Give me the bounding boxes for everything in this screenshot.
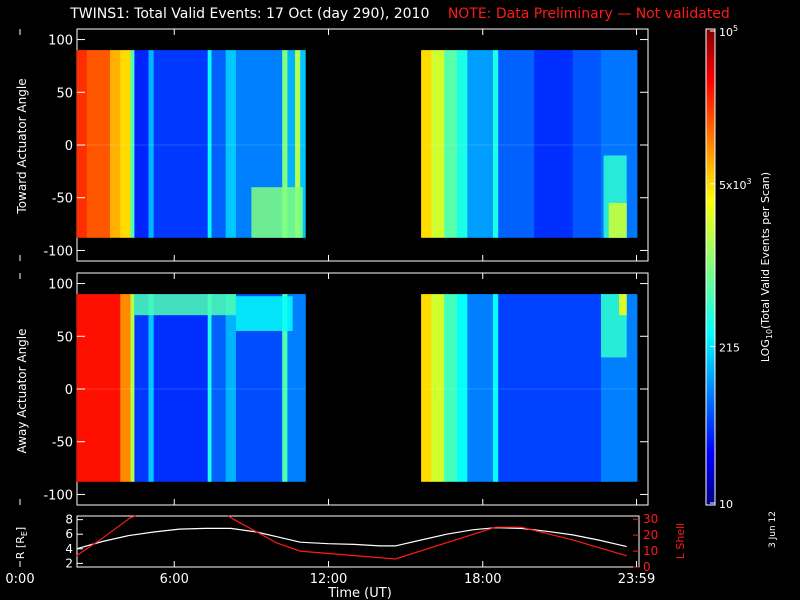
heatmap-column [76,294,121,482]
title-main: TWINS1: Total Valid Events: 17 Oct (day … [70,6,430,22]
heatmap-patch [236,296,293,331]
heatmap-column [457,50,468,238]
time-tick-label: 12:00 [310,572,347,587]
y-tick-label: -50 [52,436,73,451]
heatmap-column [421,50,432,238]
lshell-tick-label: 20 [643,528,658,542]
heatmap-column [287,50,296,238]
heatmap-column [498,294,602,482]
heatmap-column [444,50,458,238]
toward-ylabel: Toward Actuator Angle [15,78,29,214]
heatmap-column [76,50,88,238]
radius-tick-label: 4 [65,542,73,556]
title-note: NOTE: Data Preliminary — Not validated [447,6,730,22]
lshell-tick-label: 30 [643,512,658,526]
heatmap-column [153,50,209,238]
heatmap-column [211,294,226,482]
heatmap-column [467,50,494,238]
heatmap-column [148,50,154,238]
time-tick-label: 6:00 [160,572,189,587]
heatmap-column [211,50,226,238]
heatmap-column [225,294,237,482]
panel-orbit-frame [76,515,640,568]
zero-angle-streak [76,388,306,390]
radius-tick-label: 2 [65,556,73,570]
colorbar [705,28,716,506]
zero-angle-streak [76,144,306,146]
colorbar-label: LOG10(Total Valid Events per Scan) [759,172,774,362]
colorbar-tick-label: 10 [719,498,733,511]
heatmap-column [431,50,445,238]
y-tick-label: -100 [43,488,73,503]
away-heatmap: 100 50 0 -50 -100 [19,273,648,505]
heatmap-column [444,294,458,482]
heatmap-column [225,50,237,238]
lshell-line [227,515,627,560]
colorbar-tick-label: 5x103 [719,177,752,192]
heatmap-column [207,50,212,238]
y-tick-label: 100 [48,34,73,49]
y-tick-label: 0 [65,383,73,398]
heatmap-column [134,50,149,238]
heatmap-column [207,294,212,482]
colorbar-ticks: 105 5x103 215 10 [710,24,752,511]
heatmap-patch [134,294,236,316]
heatmap-column [493,50,499,238]
colorbar-tick-label: 105 [719,24,738,39]
heatmap-column [120,50,131,238]
y-tick-label: -50 [52,192,73,207]
heatmap-column [534,50,574,238]
heatmap-column [493,294,499,482]
radius-line [76,527,627,550]
heatmap-column [130,50,135,238]
heatmap-column [498,50,535,238]
heatmap-column [421,294,432,482]
heatmap-column [120,294,131,482]
y-tick-label: 50 [56,86,73,101]
y-tick-label: -100 [43,244,73,259]
heatmap-patch [619,294,627,316]
heatmap-column [153,294,209,482]
y-tick-label: 0 [65,139,73,154]
heatmap-column [86,50,111,238]
heatmap-column [148,294,154,482]
heatmap-patch [608,203,627,238]
heatmap-column [282,294,288,482]
y-tick-label: 100 [48,278,73,293]
radius-tick-label: 6 [65,527,73,541]
lshell-ylabel: L Shell [674,523,687,559]
heatmap-column [287,294,306,482]
zero-angle-streak [421,388,637,390]
heatmap-column [572,50,602,238]
heatmap-column [130,294,135,482]
heatmap-column [295,50,301,238]
heatmap-column [431,294,445,482]
heatmap-column [457,294,468,482]
heatmap-column [300,50,306,238]
heatmap-column [110,50,121,238]
heatmap-patch [251,187,303,238]
zero-angle-streak [421,144,637,146]
y-tick-label: 50 [56,330,73,345]
heatmap-column [134,294,149,482]
radius-ylabel: R [RE] [14,527,29,559]
lshell-tick-label: 10 [643,544,658,558]
heatmap-column [467,294,494,482]
time-tick-label: 23:59 [618,572,655,587]
lshell-tick-label: 0 [643,560,651,574]
lshell-line [76,515,136,557]
colorbar-tick-label: 215 [719,341,740,354]
heatmap-column [282,50,288,238]
time-tick-label: 18:00 [464,572,501,587]
date-stamp: 3 Jun 12 [768,511,778,548]
radius-tick-label: 8 [65,513,73,527]
time-tick-label: 0:00 [5,572,34,587]
time-xlabel: Time (UT) [327,586,392,600]
toward-heatmap: 100 50 0 -50 -100 [19,29,648,261]
figure-title: TWINS1: Total Valid Events: 17 Oct (day … [0,6,800,24]
away-ylabel: Away Actuator Angle [15,328,29,453]
